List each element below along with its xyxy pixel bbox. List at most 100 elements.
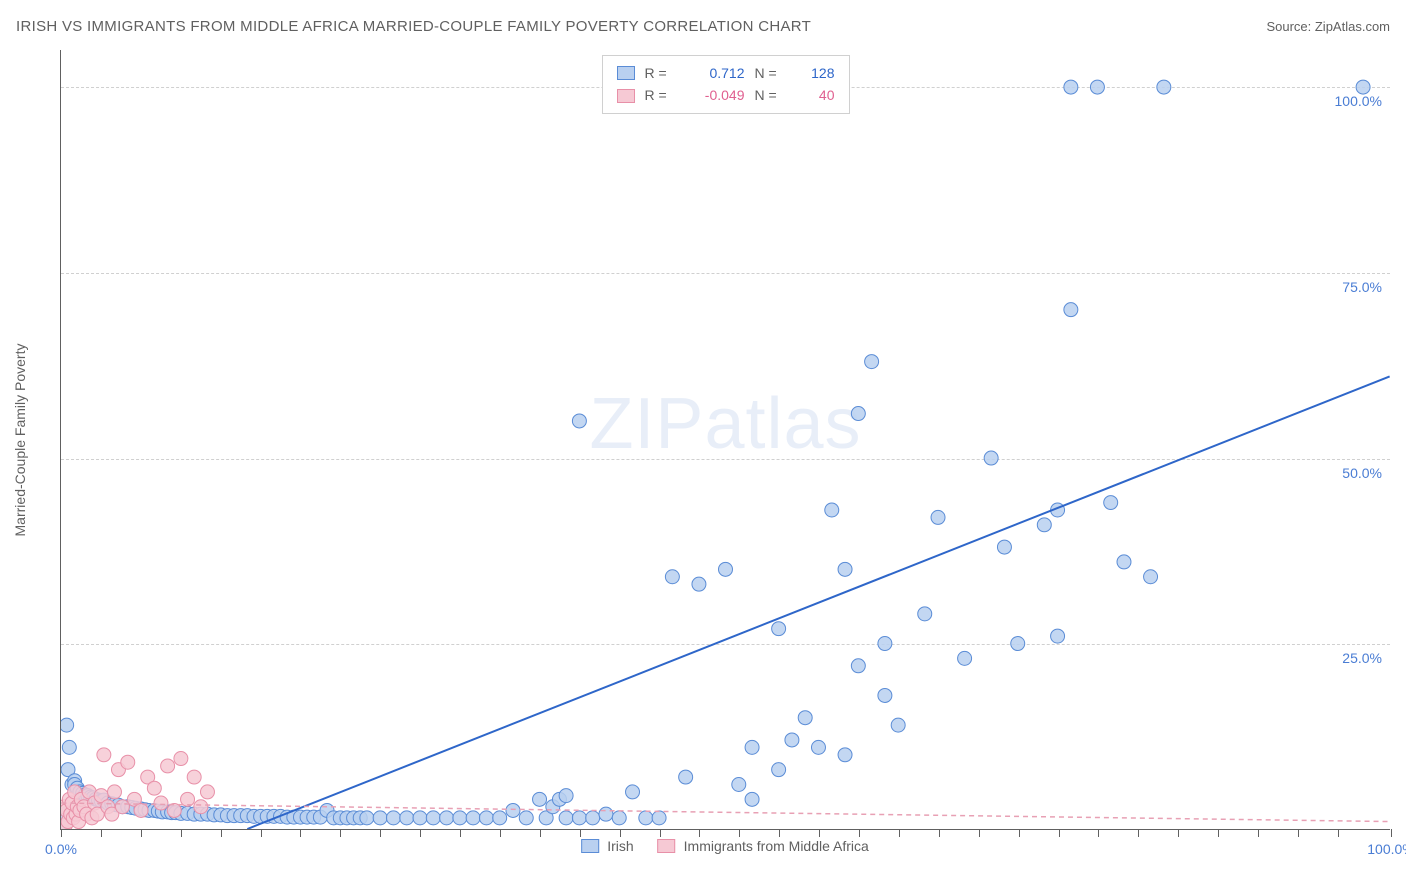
x-tick bbox=[899, 829, 900, 837]
x-tick bbox=[1298, 829, 1299, 837]
x-tick bbox=[141, 829, 142, 837]
data-point bbox=[732, 777, 746, 791]
data-point bbox=[194, 800, 208, 814]
data-point bbox=[174, 752, 188, 766]
data-point bbox=[1117, 555, 1131, 569]
data-point bbox=[1064, 80, 1078, 94]
data-point bbox=[466, 811, 480, 825]
data-point bbox=[825, 503, 839, 517]
data-point bbox=[612, 811, 626, 825]
data-point bbox=[878, 637, 892, 651]
data-point bbox=[1104, 496, 1118, 510]
x-tick bbox=[979, 829, 980, 837]
data-point bbox=[745, 792, 759, 806]
data-point bbox=[61, 718, 74, 732]
x-tick bbox=[101, 829, 102, 837]
data-point bbox=[958, 651, 972, 665]
data-point bbox=[559, 789, 573, 803]
data-point bbox=[626, 785, 640, 799]
data-point bbox=[360, 811, 374, 825]
data-point bbox=[115, 800, 129, 814]
x-tick bbox=[779, 829, 780, 837]
x-tick bbox=[261, 829, 262, 837]
data-point bbox=[838, 562, 852, 576]
x-tick bbox=[420, 829, 421, 837]
data-point bbox=[692, 577, 706, 591]
data-point bbox=[772, 622, 786, 636]
correlation-legend: R =0.712N =128R =-0.049N =40 bbox=[602, 55, 850, 114]
data-point bbox=[997, 540, 1011, 554]
legend-item: Immigrants from Middle Africa bbox=[658, 838, 869, 854]
x-tick bbox=[580, 829, 581, 837]
data-point bbox=[453, 811, 467, 825]
x-tick bbox=[1019, 829, 1020, 837]
r-value: 0.712 bbox=[685, 62, 745, 84]
x-tick bbox=[1338, 829, 1339, 837]
x-tick bbox=[61, 829, 62, 837]
x-tick-label: 100.0% bbox=[1367, 841, 1406, 857]
data-point bbox=[1144, 570, 1158, 584]
data-point bbox=[838, 748, 852, 762]
data-point bbox=[1356, 80, 1370, 94]
data-point bbox=[373, 811, 387, 825]
x-tick bbox=[660, 829, 661, 837]
data-point bbox=[161, 759, 175, 773]
data-point bbox=[134, 803, 148, 817]
data-point bbox=[121, 755, 135, 769]
x-tick bbox=[739, 829, 740, 837]
chart-header: IRISH VS IMMIGRANTS FROM MIDDLE AFRICA M… bbox=[16, 18, 1390, 35]
data-point bbox=[984, 451, 998, 465]
data-point bbox=[652, 811, 666, 825]
data-point bbox=[200, 785, 214, 799]
data-point bbox=[154, 796, 168, 810]
x-tick bbox=[1258, 829, 1259, 837]
data-point bbox=[918, 607, 932, 621]
x-tick bbox=[939, 829, 940, 837]
data-point bbox=[559, 811, 573, 825]
legend-swatch bbox=[617, 89, 635, 103]
n-label: N = bbox=[755, 62, 785, 84]
chart-area: Married-Couple Family Poverty ZIPatlas 2… bbox=[60, 50, 1390, 830]
data-point bbox=[107, 785, 121, 799]
legend-swatch bbox=[581, 839, 599, 853]
x-tick bbox=[1218, 829, 1219, 837]
data-point bbox=[891, 718, 905, 732]
legend-label: Immigrants from Middle Africa bbox=[684, 838, 869, 854]
data-point bbox=[400, 811, 414, 825]
data-point bbox=[1051, 629, 1065, 643]
series-legend: IrishImmigrants from Middle Africa bbox=[581, 838, 869, 854]
data-point bbox=[426, 811, 440, 825]
data-point bbox=[1011, 637, 1025, 651]
r-value: -0.049 bbox=[685, 84, 745, 106]
x-tick bbox=[859, 829, 860, 837]
data-point bbox=[1157, 80, 1171, 94]
x-tick bbox=[1178, 829, 1179, 837]
data-point bbox=[187, 770, 201, 784]
n-value: 128 bbox=[795, 62, 835, 84]
data-point bbox=[931, 510, 945, 524]
data-point bbox=[599, 807, 613, 821]
x-tick bbox=[1098, 829, 1099, 837]
data-point bbox=[147, 781, 161, 795]
x-tick bbox=[460, 829, 461, 837]
chart-title: IRISH VS IMMIGRANTS FROM MIDDLE AFRICA M… bbox=[16, 18, 811, 35]
data-point bbox=[679, 770, 693, 784]
x-tick bbox=[221, 829, 222, 837]
x-tick bbox=[1391, 829, 1392, 837]
x-tick bbox=[540, 829, 541, 837]
data-point bbox=[665, 570, 679, 584]
data-point bbox=[479, 811, 493, 825]
x-tick bbox=[500, 829, 501, 837]
chart-source: Source: ZipAtlas.com bbox=[1266, 19, 1390, 34]
y-axis-label: Married-Couple Family Poverty bbox=[12, 344, 28, 537]
data-point bbox=[798, 711, 812, 725]
x-tick bbox=[300, 829, 301, 837]
data-point bbox=[62, 740, 76, 754]
data-point bbox=[572, 811, 586, 825]
data-point bbox=[865, 355, 879, 369]
data-point bbox=[493, 811, 507, 825]
data-point bbox=[878, 688, 892, 702]
n-value: 40 bbox=[795, 84, 835, 106]
data-point bbox=[167, 803, 181, 817]
data-point bbox=[413, 811, 427, 825]
